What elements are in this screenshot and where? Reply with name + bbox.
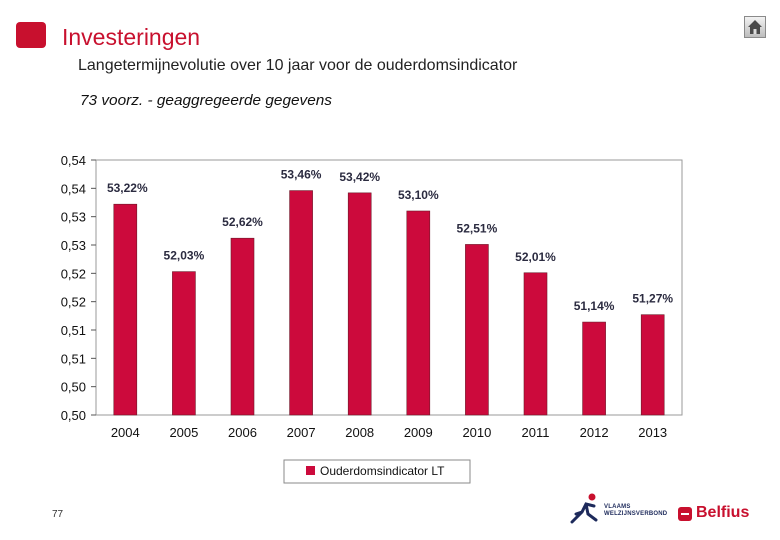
- x-axis: 2004 2005 2006 2007 2008 2009 2010 2011 2012 2013: [111, 425, 667, 440]
- bar: [172, 271, 196, 416]
- legend-swatch: [306, 466, 315, 475]
- vwv-logo-line2: WELZIJNSVERBOND: [604, 511, 668, 517]
- data-label: 51,14%: [574, 299, 615, 313]
- y-tick-label: 0,53: [61, 210, 86, 225]
- data-label: 52,03%: [164, 249, 205, 263]
- data-label: 52,51%: [457, 221, 498, 235]
- y-tick-label: 0,54: [61, 153, 86, 168]
- brand-square-icon: [16, 22, 46, 48]
- runner-icon: [570, 493, 598, 524]
- y-tick-label: 0,50: [61, 380, 86, 395]
- bar: [113, 203, 138, 416]
- bar: [289, 190, 313, 416]
- data-label: 52,62%: [222, 215, 263, 229]
- vlaams-welzijnsverbond-logo: VLAAMS WELZIJNSVERBOND: [568, 492, 668, 526]
- x-tick-label: 2010: [462, 425, 491, 440]
- home-icon: [748, 20, 762, 34]
- x-tick-label: 2009: [404, 425, 433, 440]
- x-tick-label: 2012: [580, 425, 609, 440]
- bar: [465, 244, 489, 416]
- bar: [640, 314, 665, 416]
- data-label: 53,10%: [398, 188, 439, 202]
- data-label: 53,22%: [107, 181, 148, 195]
- legend-label: Ouderdomsindicator LT: [320, 464, 445, 478]
- bar-series: [113, 190, 665, 416]
- y-tick-label: 0,51: [61, 323, 86, 338]
- bar: [523, 272, 548, 416]
- x-tick-label: 2004: [111, 425, 140, 440]
- home-button[interactable]: [744, 16, 766, 38]
- page-number: 77: [52, 509, 64, 520]
- page-subtitle: Langetermijnevolutie over 10 jaar voor d…: [78, 57, 518, 74]
- data-label: 51,27%: [632, 292, 673, 306]
- y-axis: 0,54 0,54 0,53 0,53 0,52 0,52 0,51 0,51 0,50 0,50: [61, 153, 96, 423]
- x-tick-label: 2007: [287, 425, 316, 440]
- y-tick-label: 0,53: [61, 238, 86, 253]
- x-tick-label: 2011: [522, 425, 550, 440]
- data-label: 53,46%: [281, 168, 322, 182]
- belfius-mark-icon: [678, 507, 692, 521]
- y-tick-label: 0,51: [61, 351, 86, 366]
- bar: [347, 192, 372, 416]
- x-tick-label: 2005: [169, 425, 198, 440]
- legend: Ouderdomsindicator LT: [283, 459, 471, 484]
- bar-chart: 73 voorz. - geaggregeerde gegevens 0,540…: [61, 92, 683, 484]
- chart-title: 73 voorz. - geaggregeerde gegevens: [80, 92, 333, 109]
- legend-box: [283, 459, 471, 484]
- bar: [230, 237, 255, 416]
- x-tick-label: 2006: [228, 425, 257, 440]
- vwv-logo-line1: VLAAMS: [604, 504, 631, 510]
- x-tick-label: 2013: [638, 425, 667, 440]
- belfius-logo-text: Belfius: [696, 504, 750, 521]
- bar: [406, 210, 431, 416]
- y-tick-label: 0,54: [61, 181, 86, 196]
- data-label: 52,01%: [515, 250, 556, 264]
- y-tick-label: 0,52: [61, 266, 86, 281]
- data-labels: 53,22% 52,03% 52,62% 53,46% 53,42% 53,10% 52,5…: [107, 168, 673, 313]
- data-label: 53,42%: [339, 170, 380, 184]
- y-tick-label: 0,50: [61, 408, 86, 423]
- y-tick-label: 0,52: [61, 295, 86, 310]
- page-title: Investeringen: [62, 24, 201, 50]
- bar: [582, 321, 606, 416]
- x-tick-label: 2008: [345, 425, 374, 440]
